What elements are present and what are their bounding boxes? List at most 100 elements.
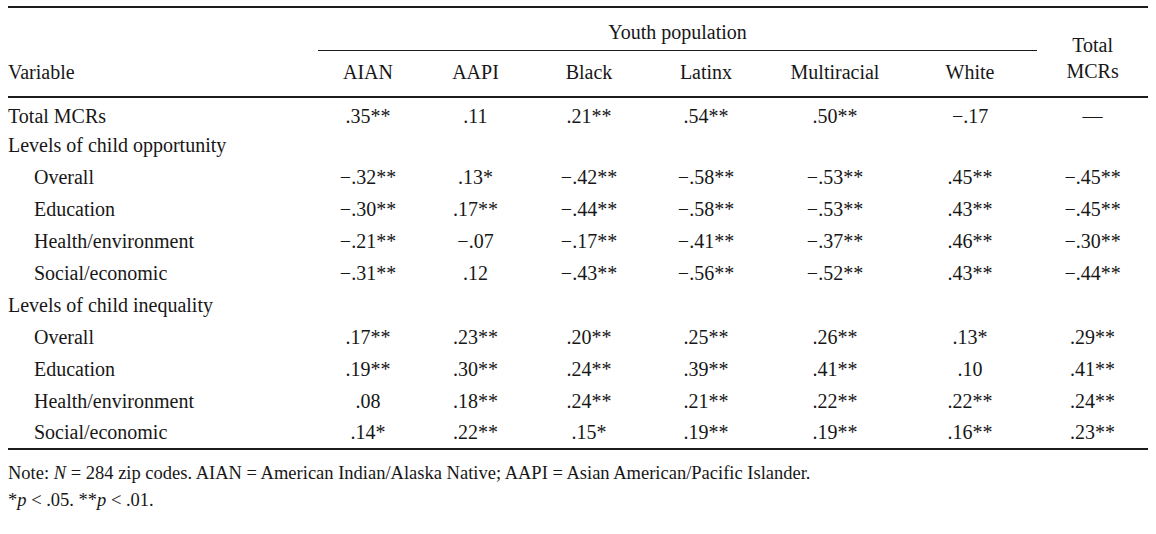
table-row: Education.19**.30**.24**.39**.41**.10.41… bbox=[8, 353, 1148, 385]
cell-value: −.44** bbox=[1037, 257, 1148, 289]
table-row: Education−.30**.17**−.44**−.58**−.53**.4… bbox=[8, 193, 1148, 225]
youth-population-spanner-header: Youth population bbox=[318, 7, 1037, 51]
cell-value: .35** bbox=[318, 97, 418, 129]
cell-value bbox=[1037, 129, 1148, 161]
cell-value: −.42** bbox=[533, 161, 645, 193]
cell-value bbox=[645, 129, 767, 161]
table-body: Total MCRs.35**.11.21**.54**.50**−.17—Le… bbox=[8, 97, 1148, 449]
cell-value: −.21** bbox=[318, 225, 418, 257]
row-label: Health/environment bbox=[8, 385, 318, 417]
cell-value: −.52** bbox=[767, 257, 903, 289]
table-header: Variable Youth population TotalMCRs AIAN… bbox=[8, 7, 1148, 97]
cell-value: −.41** bbox=[645, 225, 767, 257]
note-text: = 284 zip codes. AIAN = American Indian/… bbox=[66, 463, 810, 483]
section-row: Levels of child opportunity bbox=[8, 129, 1148, 161]
cell-value: .24** bbox=[533, 353, 645, 385]
cell-value bbox=[318, 289, 418, 321]
cell-value: .39** bbox=[645, 353, 767, 385]
variable-column-header: Variable bbox=[8, 7, 318, 97]
cell-value: −.17 bbox=[903, 97, 1037, 129]
cell-value bbox=[418, 289, 533, 321]
column-header-white: White bbox=[903, 51, 1037, 98]
cell-value: −.17** bbox=[533, 225, 645, 257]
correlation-table: Variable Youth population TotalMCRs AIAN… bbox=[8, 6, 1148, 450]
cell-value: .18** bbox=[418, 385, 533, 417]
cell-value: −.53** bbox=[767, 161, 903, 193]
cell-value: −.32** bbox=[318, 161, 418, 193]
cell-value: .10 bbox=[903, 353, 1037, 385]
cell-value bbox=[767, 289, 903, 321]
cell-value: — bbox=[1037, 97, 1148, 129]
row-label: Overall bbox=[8, 161, 318, 193]
note-n-symbol: N bbox=[54, 463, 66, 483]
table-note: Note: N = 284 zip codes. AIAN = American… bbox=[8, 460, 1148, 487]
cell-value: .24** bbox=[1037, 385, 1148, 417]
cell-value: −.58** bbox=[645, 161, 767, 193]
note-prefix: Note: bbox=[8, 463, 54, 483]
cell-value: −.56** bbox=[645, 257, 767, 289]
cell-value: .22** bbox=[767, 385, 903, 417]
sig-star-1: * bbox=[8, 490, 17, 510]
cell-value: .26** bbox=[767, 321, 903, 353]
table-row: Social/economic−.31**.12−.43**−.56**−.52… bbox=[8, 257, 1148, 289]
cell-value: .21** bbox=[645, 385, 767, 417]
cell-value bbox=[533, 129, 645, 161]
cell-value: .15* bbox=[533, 417, 645, 449]
sig-threshold-1: < .05. bbox=[27, 490, 79, 510]
cell-value: −.58** bbox=[645, 193, 767, 225]
cell-value: .16** bbox=[903, 417, 1037, 449]
cell-value: .08 bbox=[318, 385, 418, 417]
sig-star-2: ** bbox=[79, 490, 98, 510]
row-label: Education bbox=[8, 193, 318, 225]
cell-value: .20** bbox=[533, 321, 645, 353]
cell-value: −.44** bbox=[533, 193, 645, 225]
significance-note: *p < .05. **p < .01. bbox=[8, 487, 1148, 514]
cell-value bbox=[767, 129, 903, 161]
cell-value: .19** bbox=[318, 353, 418, 385]
cell-value bbox=[903, 129, 1037, 161]
cell-value: .30** bbox=[418, 353, 533, 385]
cell-value: .50** bbox=[767, 97, 903, 129]
spanner-row: Variable Youth population TotalMCRs bbox=[8, 7, 1148, 51]
cell-value bbox=[418, 129, 533, 161]
cell-value: .41** bbox=[1037, 353, 1148, 385]
cell-value bbox=[318, 129, 418, 161]
cell-value: −.07 bbox=[418, 225, 533, 257]
table-row: Overall.17**.23**.20**.25**.26**.13*.29*… bbox=[8, 321, 1148, 353]
cell-value: .23** bbox=[1037, 417, 1148, 449]
section-row: Levels of child inequality bbox=[8, 289, 1148, 321]
table-notes: Note: N = 284 zip codes. AIAN = American… bbox=[8, 460, 1148, 514]
cell-value: .41** bbox=[767, 353, 903, 385]
cell-value bbox=[533, 289, 645, 321]
cell-value: .17** bbox=[318, 321, 418, 353]
column-header-aian: AIAN bbox=[318, 51, 418, 98]
cell-value: −.30** bbox=[318, 193, 418, 225]
cell-value: .46** bbox=[903, 225, 1037, 257]
cell-value: .13* bbox=[418, 161, 533, 193]
cell-value: .43** bbox=[903, 257, 1037, 289]
cell-value: .54** bbox=[645, 97, 767, 129]
row-label: Health/environment bbox=[8, 225, 318, 257]
row-label: Education bbox=[8, 353, 318, 385]
row-label: Social/economic bbox=[8, 417, 318, 449]
cell-value: .12 bbox=[418, 257, 533, 289]
sig-p-2: p bbox=[97, 490, 106, 510]
cell-value: −.45** bbox=[1037, 161, 1148, 193]
table-row: Health/environment.08.18**.24**.21**.22*… bbox=[8, 385, 1148, 417]
cell-value: −.37** bbox=[767, 225, 903, 257]
cell-value: .29** bbox=[1037, 321, 1148, 353]
column-header-multiracial: Multiracial bbox=[767, 51, 903, 98]
cell-value bbox=[1037, 289, 1148, 321]
column-header-latinx: Latinx bbox=[645, 51, 767, 98]
cell-value: .25** bbox=[645, 321, 767, 353]
row-label: Overall bbox=[8, 321, 318, 353]
cell-value: −.31** bbox=[318, 257, 418, 289]
cell-value: .19** bbox=[645, 417, 767, 449]
cell-value: .17** bbox=[418, 193, 533, 225]
cell-value: .22** bbox=[903, 385, 1037, 417]
table-row: Health/environment−.21**−.07−.17**−.41**… bbox=[8, 225, 1148, 257]
sig-p-1: p bbox=[17, 490, 26, 510]
row-label: Social/economic bbox=[8, 257, 318, 289]
cell-value: .11 bbox=[418, 97, 533, 129]
cell-value: −.45** bbox=[1037, 193, 1148, 225]
